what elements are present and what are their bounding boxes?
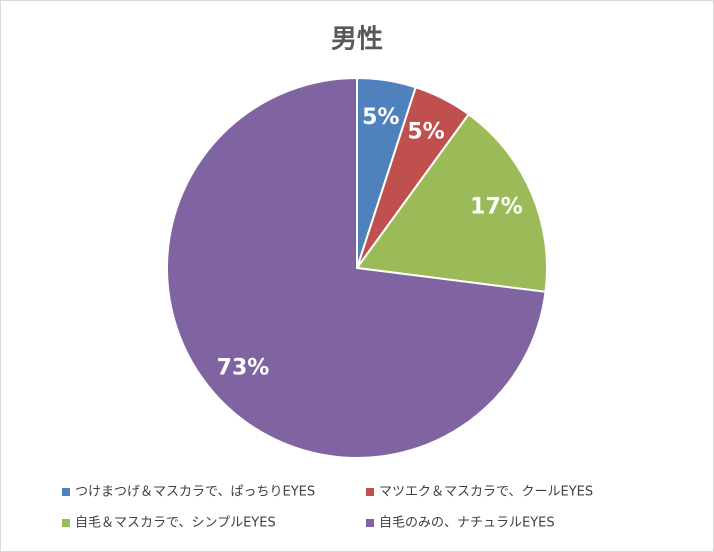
legend-swatch: [62, 488, 70, 496]
legend-label: 自毛のみの、ナチュラルEYES: [379, 516, 555, 531]
value-label: 5%: [407, 120, 444, 145]
legend-label: 自毛＆マスカラで、シンプルEYES: [75, 516, 276, 531]
chart-title: 男性: [331, 25, 383, 55]
pie-slice: [166, 76, 547, 459]
value-label: 17%: [470, 195, 523, 220]
legend-swatch: [366, 519, 374, 527]
value-label: 73%: [217, 356, 270, 381]
legend-label: つけまつげ＆マスカラで、ぱっちりEYES: [75, 485, 315, 500]
legend-swatch: [366, 488, 374, 496]
legend-label: マツエク＆マスカラで、クールEYES: [379, 485, 593, 500]
pie-slice: [355, 112, 548, 293]
value-label: 5%: [362, 105, 399, 130]
legend-swatch: [62, 519, 70, 527]
